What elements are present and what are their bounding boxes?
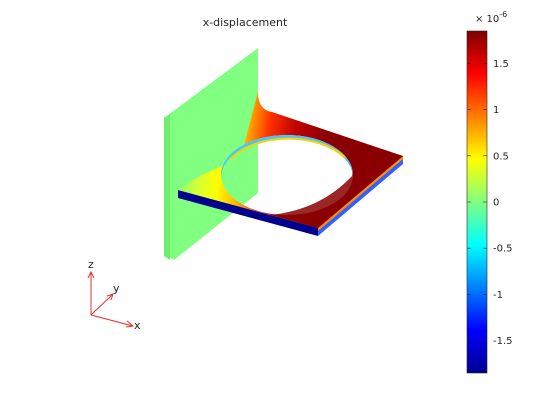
wall-plate-edge bbox=[164, 114, 170, 260]
colorbar-exponent-base: × 10 bbox=[475, 14, 499, 25]
triad-z-arrow bbox=[87, 270, 95, 279]
triad-y-arrow bbox=[106, 293, 114, 301]
colorbar: 1.5 1 0.5 0 -0.5 -1 -1.5 × 10-6 bbox=[466, 10, 513, 374]
triad-x-axis bbox=[90, 314, 134, 327]
colorbar-tick-label: 0.5 bbox=[493, 151, 509, 162]
colorbar-tick-label: -1.5 bbox=[493, 336, 513, 347]
hole-inner-wall-shade bbox=[229, 137, 346, 161]
triad-y-label: y bbox=[113, 282, 120, 295]
chart-title: x-displacement bbox=[203, 16, 288, 29]
plate-front-edge bbox=[178, 190, 318, 236]
plate-max-region bbox=[270, 135, 403, 228]
bracket-geometry bbox=[164, 48, 403, 260]
triad-y-axis bbox=[90, 293, 114, 316]
colorbar-exponent-power: -6 bbox=[499, 10, 507, 19]
axes-triad: z y x bbox=[87, 258, 141, 332]
colorbar-tick-label: 1.5 bbox=[493, 59, 509, 70]
colorbar-tick-label: -0.5 bbox=[493, 244, 513, 255]
colorbar-tick-label: 0 bbox=[493, 198, 499, 209]
triad-x-arrow bbox=[125, 320, 135, 328]
colorbar-ticks: 1.5 1 0.5 0 -0.5 -1 -1.5 bbox=[467, 59, 513, 347]
colorbar-exponent: × 10-6 bbox=[475, 10, 507, 25]
colorbar-tick-label: 1 bbox=[493, 105, 499, 116]
triad-x-label: x bbox=[134, 319, 141, 332]
plate-right-edge-top bbox=[318, 156, 403, 231]
colorbar-tick-label: -1 bbox=[493, 290, 503, 301]
triad-z-label: z bbox=[88, 258, 94, 271]
